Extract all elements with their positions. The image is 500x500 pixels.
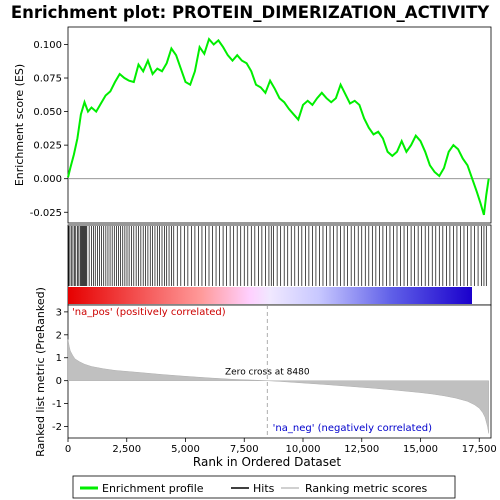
x-tick-label: 5,000 xyxy=(171,444,200,455)
chart-title: Enrichment plot: PROTEIN_DIMERIZATION_AC… xyxy=(11,3,490,22)
ranking-metric-area xyxy=(67,339,489,434)
x-tick-label: 2,500 xyxy=(112,444,141,455)
es-y-tick-label: 0.050 xyxy=(33,107,62,118)
hit-marks xyxy=(68,226,487,286)
metric-y-tick-label: 3 xyxy=(56,307,62,318)
es-y-axis-label: Enrichment score (ES) xyxy=(13,64,26,186)
es-y-tick-label: -0.025 xyxy=(30,208,62,219)
metric-y-tick-label: 2 xyxy=(56,330,62,341)
x-tick-label: 10,000 xyxy=(286,444,321,455)
legend-enrichment-label: Enrichment profile xyxy=(102,482,204,495)
x-tick-label: 12,500 xyxy=(344,444,379,455)
x-axis-label: Rank in Ordered Dataset xyxy=(193,455,341,469)
legend-box xyxy=(72,475,456,499)
legend: Enrichment profile Hits Ranking metric s… xyxy=(72,475,456,499)
es-y-tick-label: 0.000 xyxy=(33,174,62,185)
pos-correlated-label: 'na_pos' (positively correlated) xyxy=(72,307,226,318)
es-panel-frame xyxy=(67,26,492,224)
metric-y-axis-label: Ranked list metric (PreRanked) xyxy=(34,287,47,457)
es-panel: -0.025 0.000 0.025 0.050 0.075 0.100 Enrichme… xyxy=(13,26,492,224)
metric-y-tick-label: 1 xyxy=(56,353,62,364)
metric-panel-frame xyxy=(67,304,492,439)
x-tick-label: 17,500 xyxy=(462,444,497,455)
metric-y-axis: -2 -1 0 1 2 3 xyxy=(52,307,68,433)
es-y-tick-label: 0.025 xyxy=(33,141,62,152)
neg-correlated-label: 'na_neg' (negatively correlated) xyxy=(273,423,432,434)
x-tick-label: 0 xyxy=(65,444,71,455)
x-tick-label: 7,500 xyxy=(230,444,259,455)
hits-panel xyxy=(67,224,492,306)
legend-hits-label: Hits xyxy=(253,482,275,495)
enrichment-profile-line xyxy=(67,37,490,216)
x-tick-label: 15,000 xyxy=(403,444,438,455)
metric-y-tick-label: -1 xyxy=(52,399,62,410)
metric-y-tick-label: -2 xyxy=(52,422,62,433)
metric-panel: Zero cross at 8480 'na_pos' (positively … xyxy=(34,287,492,457)
es-y-tick-label: 0.100 xyxy=(33,40,62,51)
zero-cross-label: Zero cross at 8480 xyxy=(225,368,310,378)
legend-metric-label: Ranking metric scores xyxy=(305,482,427,495)
x-axis: 0 2,500 5,000 7,500 10,000 12,500 15,000 17,500 xyxy=(65,438,497,455)
metric-y-tick-label: 0 xyxy=(56,376,62,387)
es-y-tick-label: 0.075 xyxy=(33,74,62,85)
es-y-axis: -0.025 0.000 0.025 0.050 0.075 0.100 xyxy=(30,40,68,219)
rank-color-bar xyxy=(68,287,472,304)
